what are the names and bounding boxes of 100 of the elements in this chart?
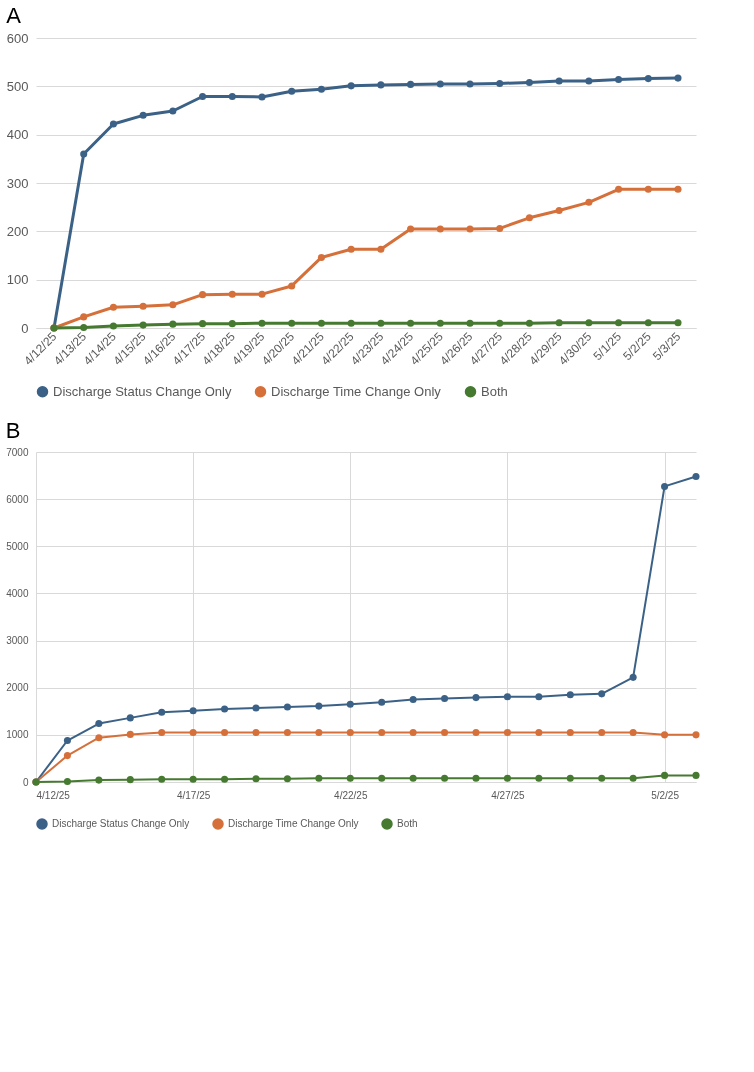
point — [629, 774, 637, 782]
x-tick-label: 4/27/25 — [491, 789, 526, 801]
point — [378, 698, 386, 706]
legend-label: Discharge Time Change Only — [228, 818, 359, 829]
point — [409, 774, 417, 782]
point — [158, 728, 166, 737]
y-tick-label: 500 — [6, 78, 29, 94]
point — [126, 776, 134, 784]
point — [598, 690, 606, 698]
point — [169, 301, 177, 309]
point — [472, 694, 480, 702]
point — [109, 303, 117, 311]
point — [377, 319, 385, 327]
point — [377, 81, 385, 89]
point — [126, 714, 134, 722]
legend-label: Both — [397, 818, 418, 829]
point — [409, 695, 417, 704]
point — [158, 708, 166, 716]
point — [503, 774, 511, 782]
point — [169, 107, 177, 115]
point — [283, 775, 291, 783]
y-tick-label: 1000 — [6, 729, 29, 741]
point — [674, 319, 682, 327]
y-tick-label: 4000 — [6, 587, 29, 599]
point — [80, 323, 88, 332]
point — [189, 775, 197, 783]
point — [555, 77, 563, 85]
point — [407, 319, 415, 327]
point — [535, 774, 543, 782]
point — [221, 775, 229, 783]
point — [661, 482, 669, 490]
y-tick-label: 100 — [6, 272, 29, 288]
point — [346, 728, 354, 737]
point — [472, 728, 480, 737]
point — [661, 731, 669, 739]
point — [228, 320, 236, 328]
point — [436, 319, 444, 327]
point — [598, 728, 606, 737]
y-tick-label: 400 — [6, 127, 29, 143]
legend-label: Discharge Status Change Only — [53, 383, 232, 399]
point — [466, 319, 474, 327]
y-tick-label: 0 — [22, 776, 29, 788]
x-tick-label: 4/22/25 — [334, 789, 368, 801]
point — [466, 80, 474, 88]
point — [288, 87, 296, 95]
point — [378, 774, 386, 782]
point — [252, 775, 260, 783]
point — [288, 319, 296, 327]
point — [409, 728, 417, 737]
point — [258, 290, 266, 298]
point — [407, 225, 415, 233]
point — [347, 82, 355, 90]
point — [80, 150, 88, 158]
point — [535, 693, 543, 701]
legend-label: Both — [481, 383, 508, 399]
y-tick-label: 7000 — [6, 446, 29, 458]
point — [525, 78, 533, 86]
point — [288, 282, 296, 290]
point — [598, 774, 606, 782]
y-tick-label: 0 — [21, 320, 29, 336]
point — [441, 774, 449, 782]
point — [221, 705, 229, 713]
point — [95, 734, 103, 742]
point — [346, 700, 354, 708]
chart-title: B — [5, 418, 21, 443]
y-tick-label: 3000 — [6, 635, 29, 647]
point — [283, 728, 291, 737]
y-tick-label: 2000 — [6, 682, 29, 694]
point — [441, 728, 449, 737]
point — [436, 225, 444, 233]
point — [472, 774, 480, 782]
point — [692, 472, 700, 481]
point — [199, 92, 207, 101]
point — [644, 319, 652, 327]
point — [315, 728, 323, 737]
point — [109, 120, 117, 128]
point — [199, 291, 207, 299]
point — [692, 771, 700, 779]
y-tick-label: 300 — [6, 175, 29, 191]
y-tick-label: 6000 — [6, 493, 29, 505]
point — [377, 245, 385, 253]
point — [347, 319, 355, 327]
x-tick-label: 4/12/25 — [36, 789, 71, 801]
point — [503, 728, 511, 737]
point — [169, 320, 177, 328]
point — [126, 730, 134, 738]
point — [496, 319, 504, 327]
point — [252, 704, 260, 712]
point — [436, 80, 444, 88]
point — [566, 691, 574, 699]
point — [347, 245, 355, 253]
point — [95, 720, 103, 728]
point — [615, 185, 623, 193]
point — [315, 774, 323, 782]
point — [80, 313, 88, 321]
point — [139, 321, 147, 329]
point — [228, 92, 236, 101]
chart-title: A — [6, 3, 22, 28]
point — [503, 693, 511, 701]
point — [496, 79, 504, 87]
